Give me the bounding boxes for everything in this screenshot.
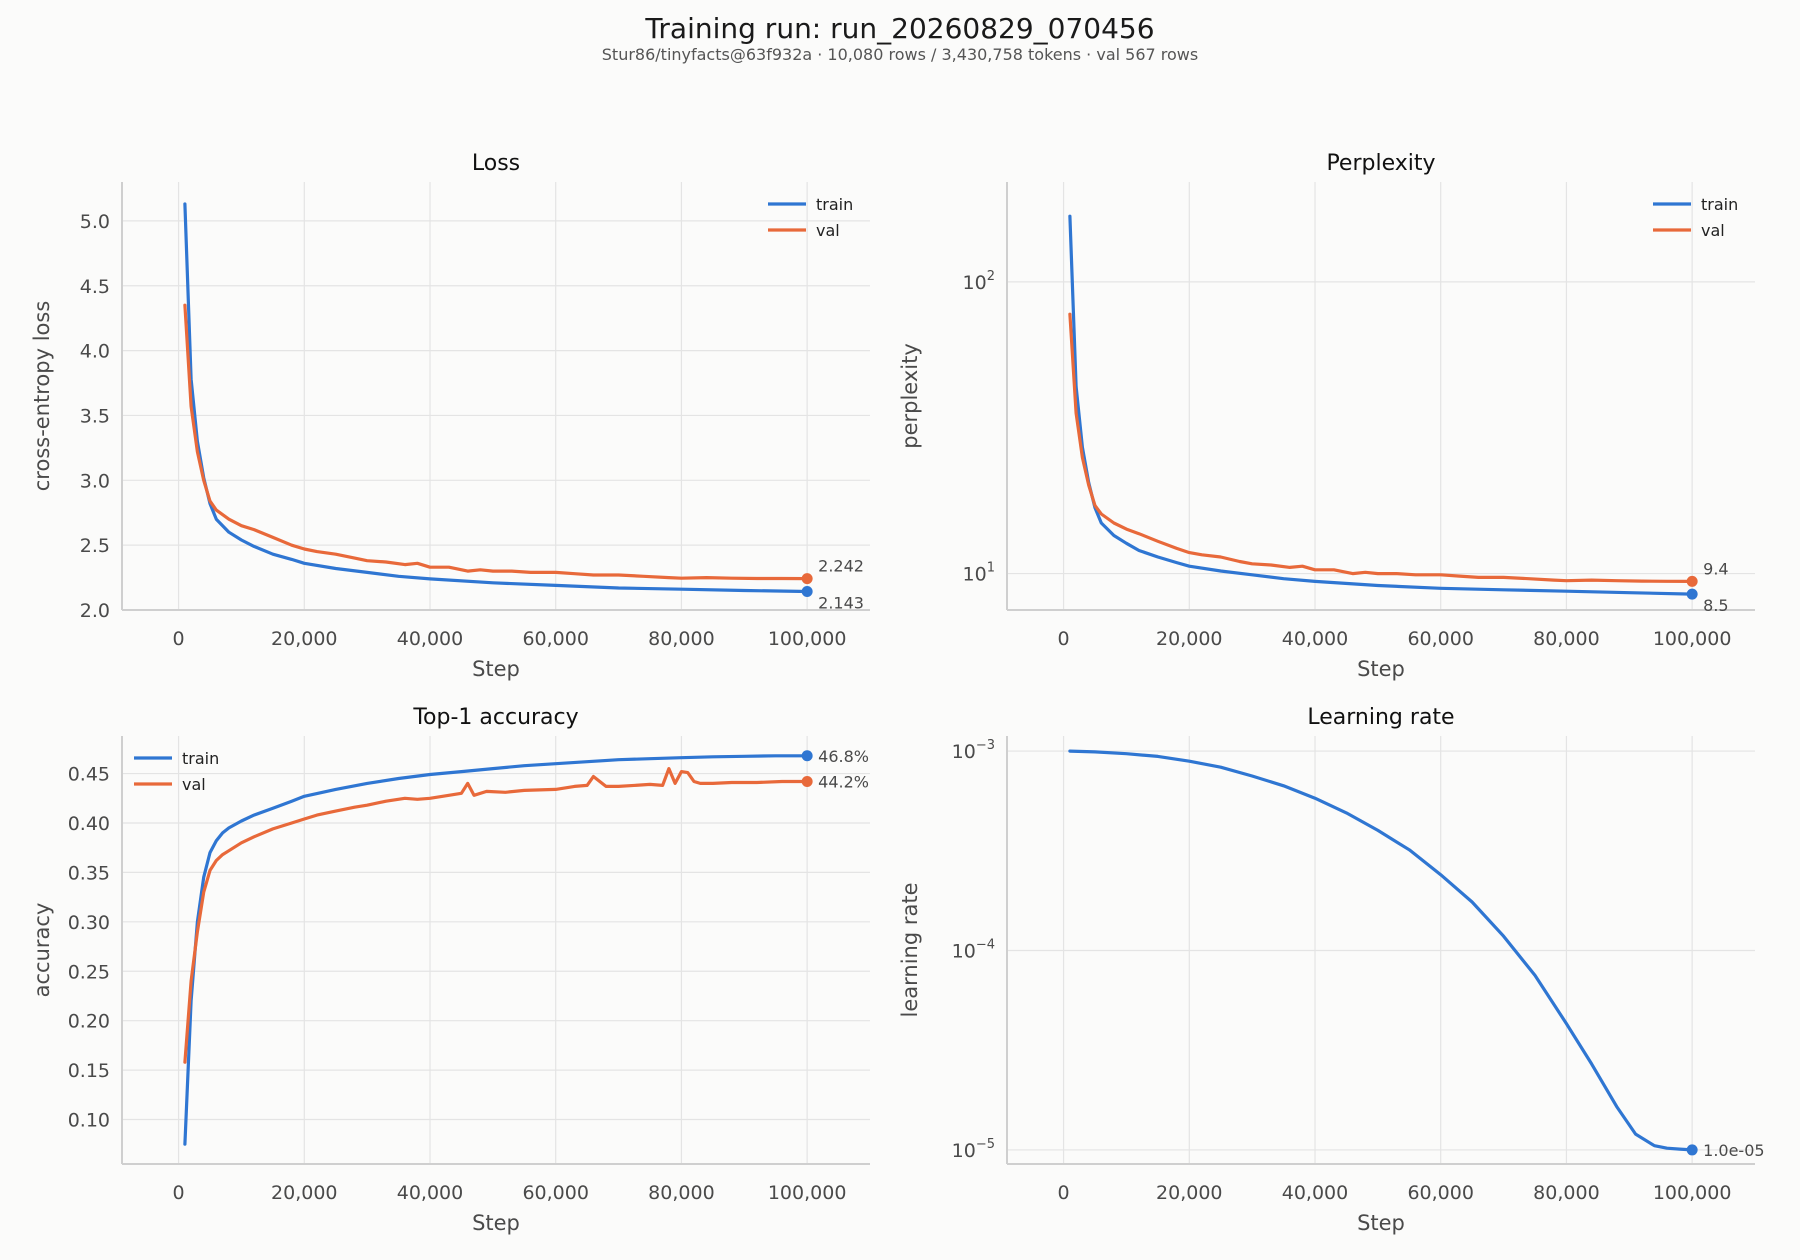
- x-tick-label: 0: [173, 1182, 185, 1204]
- end-point-train: [801, 750, 813, 762]
- chart-title: Loss: [472, 151, 520, 176]
- end-value-label: 9.4: [1703, 559, 1728, 578]
- end-point-val: [801, 775, 813, 787]
- legend-label-train: train: [816, 195, 853, 214]
- legend-label-train: train: [1701, 195, 1738, 214]
- end-value-label: 1.0e-05: [1703, 1141, 1764, 1160]
- y-tick-label: 0.35: [68, 862, 110, 884]
- x-tick-label: 100,000: [1653, 628, 1732, 650]
- chart-title: Learning rate: [1307, 705, 1454, 730]
- y-tick-label: 0.30: [68, 912, 110, 934]
- y-axis-label: perplexity: [898, 343, 922, 449]
- x-tick-label: 0: [173, 628, 185, 650]
- y-tick-label: 3.0: [80, 470, 110, 492]
- x-tick-label: 80,000: [648, 1182, 714, 1204]
- x-axis-label: Step: [472, 1211, 520, 1235]
- x-tick-label: 60,000: [522, 1182, 588, 1204]
- x-tick-label: 80,000: [648, 628, 714, 650]
- legend-label-val: val: [1701, 221, 1725, 240]
- y-tick-label: 0.45: [68, 764, 110, 786]
- y-tick-label: 4.0: [80, 341, 110, 363]
- x-tick-label: 20,000: [271, 1182, 337, 1204]
- x-tick-label: 100,000: [768, 628, 847, 650]
- x-tick-label: 80,000: [1533, 1182, 1599, 1204]
- end-point-train: [801, 585, 813, 597]
- end-point-val: [1686, 575, 1698, 587]
- x-tick-label: 60,000: [522, 628, 588, 650]
- y-tick-label: 10−4: [952, 937, 995, 962]
- y-tick-label: 0.15: [68, 1060, 110, 1082]
- x-tick-label: 40,000: [397, 628, 463, 650]
- x-tick-label: 0: [1058, 628, 1070, 650]
- end-point-lr: [1686, 1144, 1698, 1156]
- page-title: Training run: run_20260829_070456: [645, 12, 1155, 45]
- x-tick-label: 60,000: [1407, 628, 1473, 650]
- x-tick-label: 100,000: [1653, 1182, 1732, 1204]
- y-tick-label: 10−3: [952, 738, 995, 763]
- end-value-label: 2.143: [818, 593, 864, 612]
- chart-title: Perplexity: [1326, 151, 1435, 176]
- end-point-train: [1686, 588, 1698, 600]
- x-axis-label: Step: [1357, 657, 1405, 681]
- x-axis-label: Step: [472, 657, 520, 681]
- end-point-val: [801, 573, 813, 585]
- end-value-label: 44.2%: [818, 772, 869, 791]
- x-tick-label: 80,000: [1533, 628, 1599, 650]
- y-axis-label: accuracy: [30, 903, 54, 998]
- x-tick-label: 20,000: [1156, 1182, 1222, 1204]
- chart-title: Top-1 accuracy: [412, 705, 578, 730]
- end-value-label: 2.242: [818, 557, 864, 576]
- series-line-val: [183, 303, 809, 581]
- x-tick-label: 100,000: [768, 1182, 847, 1204]
- y-tick-label: 0.10: [68, 1110, 110, 1132]
- series-line-train: [183, 754, 809, 1146]
- series-line-val: [183, 766, 809, 1064]
- y-tick-label: 10−5: [952, 1137, 995, 1162]
- x-tick-label: 40,000: [397, 1182, 463, 1204]
- y-tick-label: 3.5: [80, 405, 110, 427]
- legend-label-val: val: [816, 221, 840, 240]
- legend-label-train: train: [182, 749, 219, 768]
- y-axis-label: cross-entropy loss: [30, 301, 54, 492]
- x-tick-label: 40,000: [1282, 1182, 1348, 1204]
- y-tick-label: 4.5: [80, 276, 110, 298]
- y-tick-label: 0.40: [68, 813, 110, 835]
- x-tick-label: 20,000: [1156, 628, 1222, 650]
- y-tick-label: 0.25: [68, 961, 110, 983]
- x-tick-label: 60,000: [1407, 1182, 1473, 1204]
- y-tick-label: 0.20: [68, 1011, 110, 1033]
- y-tick-label: 2.0: [80, 600, 110, 622]
- y-tick-label: 5.0: [80, 211, 110, 233]
- x-axis-label: Step: [1357, 1211, 1405, 1235]
- legend-label-val: val: [182, 775, 206, 794]
- series-line-val: [1068, 312, 1694, 584]
- x-tick-label: 0: [1058, 1182, 1070, 1204]
- end-value-label: 8.5: [1703, 596, 1728, 615]
- page-subtitle: Stur86/tinyfacts@63f932a · 10,080 rows /…: [601, 45, 1199, 64]
- y-tick-label: 101: [963, 561, 995, 586]
- x-tick-label: 20,000: [271, 628, 337, 650]
- end-value-label: 46.8%: [818, 747, 869, 766]
- y-tick-label: 2.5: [80, 535, 110, 557]
- x-tick-label: 40,000: [1282, 628, 1348, 650]
- series-line-lr: [1068, 749, 1694, 1152]
- y-axis-label: learning rate: [898, 882, 922, 1017]
- y-tick-label: 102: [963, 269, 995, 294]
